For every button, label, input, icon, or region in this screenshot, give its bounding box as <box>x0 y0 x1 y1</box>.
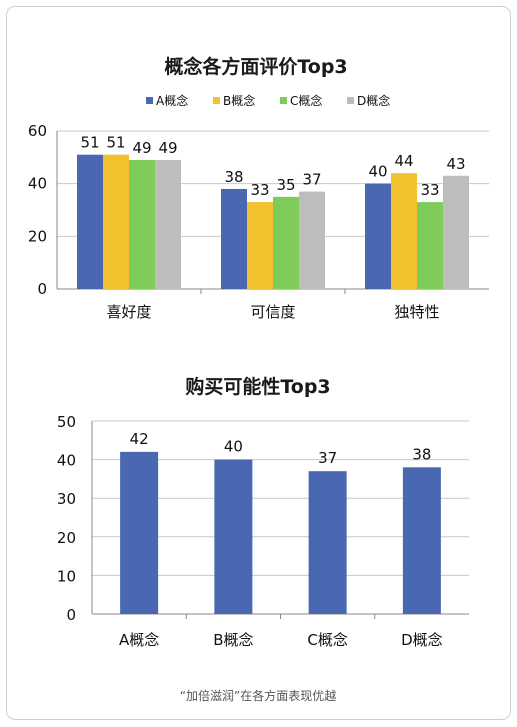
legend-swatch <box>347 97 354 104</box>
chart1-bar <box>77 154 103 289</box>
chart2-data-label: 42 <box>130 430 149 448</box>
legend-swatch <box>146 97 153 104</box>
legend-label: C概念 <box>290 93 322 108</box>
chart1-data-label: 33 <box>420 181 439 199</box>
chart1-data-label: 35 <box>276 176 295 194</box>
chart1-bar <box>273 196 299 289</box>
chart2-bar <box>214 459 253 614</box>
chart1-bar <box>103 154 129 289</box>
chart2-category-label: C概念 <box>307 631 347 649</box>
chart1-bar <box>155 159 181 289</box>
chart1-bar <box>129 159 155 289</box>
chart1-data-label: 33 <box>250 181 269 199</box>
chart1-bar <box>443 175 469 289</box>
chart2-title: 购买可能性Top3 <box>185 375 330 398</box>
chart2-category-label: B概念 <box>213 631 253 649</box>
chart1-data-label: 37 <box>302 171 321 189</box>
chart1-data-label: 38 <box>224 168 243 186</box>
chart1-bar <box>221 188 247 289</box>
chart1-data-label: 51 <box>80 134 99 152</box>
chart2-data-labels: 42 40 37 38 <box>130 430 432 467</box>
chart1-category-label: 喜好度 <box>106 303 151 321</box>
chart2-data-label: 37 <box>318 449 337 467</box>
chart1-legend-item: B概念 <box>213 93 255 108</box>
chart2-bar <box>402 467 441 614</box>
chart1-data-labels: 51 51 49 49 38 33 35 37 40 44 33 43 <box>80 134 465 199</box>
legend-label: D概念 <box>357 93 390 108</box>
chart2-x-categories: A概念 B概念 C概念 D概念 <box>119 631 443 649</box>
chart1-data-label: 51 <box>106 134 125 152</box>
chart1-y-tick-label: 20 <box>28 227 47 245</box>
chart-purchase-likelihood: 购买可能性Top3 42 40 37 38 0 10 20 30 40 50 A概念 B概念 C概念… <box>57 375 469 649</box>
chart1-y-tick-label: 60 <box>28 122 47 140</box>
chart2-bar <box>308 471 347 614</box>
chart1-title: 概念各方面评价Top3 <box>164 55 347 78</box>
chart2-y-tick-label: 20 <box>57 529 76 547</box>
chart1-legend-item: D概念 <box>347 93 390 108</box>
chart2-y-tick-label: 50 <box>57 413 76 431</box>
chart2-data-label: 40 <box>224 438 243 456</box>
chart1-y-ticks: 0 20 40 60 <box>28 122 47 298</box>
chart2-y-tick-label: 40 <box>57 452 76 470</box>
chart1-legend: A概念 B概念 C概念 D概念 <box>146 93 390 108</box>
chart1-y-tick-label: 0 <box>37 280 47 298</box>
chart1-bar <box>247 202 273 289</box>
chart2-bars <box>120 451 441 614</box>
chart2-category-label: D概念 <box>401 631 443 649</box>
chart1-bar <box>365 183 391 289</box>
chart1-bar <box>417 202 443 289</box>
chart1-x-categories: 喜好度 可信度 独特性 <box>106 303 439 321</box>
chart1-data-label: 49 <box>158 139 177 157</box>
chart2-y-tick-label: 10 <box>57 567 76 585</box>
chart1-bar <box>391 173 417 289</box>
chart2-y-tick-label: 30 <box>57 490 76 508</box>
chart1-legend-item: A概念 <box>146 93 188 108</box>
chart1-data-label: 49 <box>132 139 151 157</box>
figure-caption: “加倍滋润”在各方面表现优越 <box>180 688 336 703</box>
legend-swatch <box>213 97 220 104</box>
chart2-y-ticks: 0 10 20 30 40 50 <box>57 413 76 624</box>
legend-label: B概念 <box>223 93 255 108</box>
legend-label: A概念 <box>156 93 188 108</box>
chart2-y-tick-label: 0 <box>66 606 76 624</box>
chart1-y-tick-label: 40 <box>28 175 47 193</box>
chart1-category-label: 独特性 <box>394 303 439 321</box>
chart1-bar <box>299 191 325 289</box>
chart1-data-label: 40 <box>368 163 387 181</box>
chart2-bar <box>120 451 159 614</box>
chart-concept-evaluation: 概念各方面评价Top3 A概念 B概念 C概念 D概念 51 51 49 49 38 33 35 3… <box>28 55 489 321</box>
chart2-data-label: 38 <box>412 445 431 463</box>
chart1-legend-item: C概念 <box>280 93 322 108</box>
chart1-category-label: 可信度 <box>250 303 295 321</box>
legend-swatch <box>280 97 287 104</box>
chart1-data-label: 43 <box>446 155 465 173</box>
chart1-data-label: 44 <box>394 152 413 170</box>
chart2-category-label: A概念 <box>119 631 159 649</box>
chart1-bars <box>77 154 469 289</box>
